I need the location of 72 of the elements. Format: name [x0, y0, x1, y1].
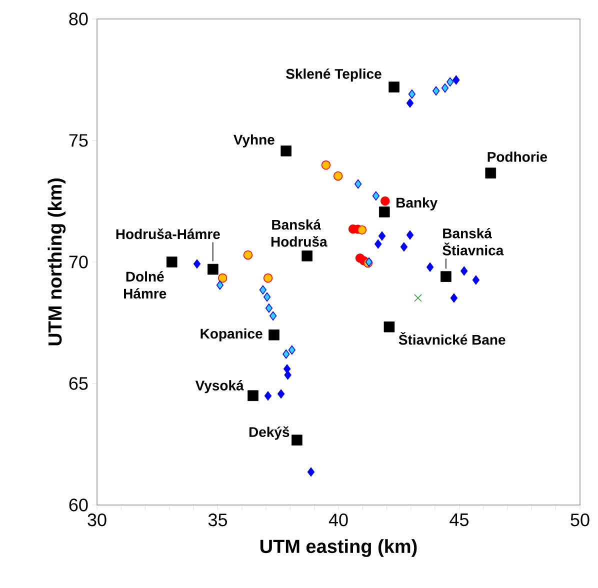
x-tick-label: 40: [328, 514, 348, 526]
point: [378, 231, 386, 241]
annotation: Kopanice: [200, 328, 262, 342]
point: [372, 191, 380, 200]
point: [243, 250, 253, 260]
point: [426, 262, 434, 272]
point: [292, 434, 302, 446]
point: [354, 179, 362, 189]
point: [282, 349, 290, 359]
annotation: Vyhne: [233, 134, 274, 148]
point: [374, 239, 382, 249]
point: [284, 370, 292, 380]
point: [432, 86, 440, 96]
point: [400, 242, 408, 252]
point: [450, 293, 458, 303]
annotation: Štiavnické Bane: [398, 332, 506, 345]
point: [288, 345, 296, 355]
point: [472, 275, 480, 285]
point: [259, 285, 266, 295]
point: [280, 146, 292, 156]
annotation: Dekýš: [249, 426, 290, 440]
x-tick-label: 30: [88, 514, 106, 526]
point: [388, 82, 400, 92]
point: [218, 273, 228, 283]
point: [485, 168, 496, 178]
x-tick-label: 45: [450, 514, 468, 526]
point: [446, 77, 454, 87]
y-tick-label: 80: [69, 12, 88, 26]
annotation: Hodruša-Hámre: [116, 228, 220, 240]
point: [406, 98, 414, 108]
point: [216, 280, 224, 290]
point: [270, 311, 277, 321]
annotation: Banská Štiavnica: [442, 228, 504, 256]
annotation: Banky: [396, 197, 438, 210]
point: [441, 83, 449, 93]
y-axis-title: UTM northing (km): [48, 178, 66, 346]
annotation: Dolné Hámre: [124, 271, 166, 299]
point: [193, 259, 201, 269]
point: [208, 264, 218, 275]
point: [265, 304, 272, 313]
point: [452, 75, 460, 85]
point: [384, 321, 395, 332]
y-tick-label: 60: [69, 498, 88, 512]
point: [460, 266, 468, 276]
annotation: Vysoká: [195, 380, 244, 394]
annotation: Sklené Teplice: [286, 68, 382, 82]
point: [406, 230, 414, 240]
point: [414, 294, 422, 302]
point: [263, 273, 273, 283]
y-tick-label: 75: [69, 134, 88, 147]
x-tick-label: 50: [570, 514, 590, 526]
point: [307, 467, 315, 477]
x-axis-title: UTM easting (km): [260, 539, 417, 557]
annotation: Podhorie: [488, 152, 548, 162]
y-tick-label: 65: [69, 377, 88, 390]
point: [166, 256, 178, 268]
point: [321, 160, 331, 170]
point: [277, 389, 285, 399]
y-tick-label: 70: [69, 256, 88, 268]
point: [357, 225, 367, 235]
point: [408, 89, 416, 99]
point: [268, 329, 280, 340]
point: [378, 206, 390, 218]
point: [248, 390, 258, 402]
annotation: Banská Hodruša: [271, 219, 328, 247]
point: [333, 171, 343, 181]
point: [302, 250, 313, 262]
point: [380, 196, 390, 206]
point: [264, 391, 272, 400]
x-tick-label: 35: [208, 514, 227, 526]
point: [440, 271, 452, 282]
point: [263, 292, 271, 302]
